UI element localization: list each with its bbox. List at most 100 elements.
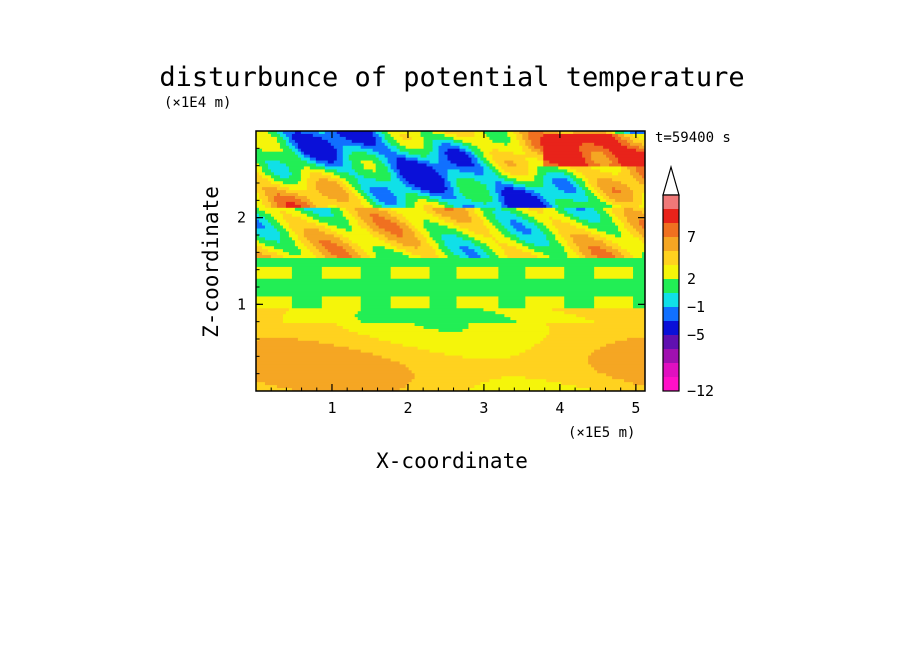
heatmap-cell <box>303 207 332 212</box>
heatmap-cell <box>492 139 511 144</box>
heatmap-cell <box>306 181 317 185</box>
heatmap-cell <box>354 187 362 191</box>
heatmap-cell <box>501 201 505 206</box>
heatmap-cell <box>276 252 290 256</box>
heatmap-cell <box>579 145 604 150</box>
heatmap-cell <box>363 190 371 194</box>
heatmap-cell <box>261 201 272 206</box>
heatmap-cell <box>256 349 362 353</box>
heatmap-cell <box>390 243 404 247</box>
heatmap-cell <box>267 178 275 182</box>
heatmap-cell <box>321 305 362 309</box>
heatmap-cell <box>483 222 493 226</box>
heatmap-cell <box>256 352 374 356</box>
heatmap-cell <box>276 136 284 141</box>
heatmap-cell <box>438 246 448 250</box>
heatmap-cell <box>498 175 508 179</box>
heatmap-cell <box>432 145 439 150</box>
heatmap-cell <box>528 219 538 223</box>
heatmap-cell <box>618 228 628 232</box>
heatmap-cell <box>594 142 622 147</box>
heatmap-cell <box>369 213 380 218</box>
heatmap-cell <box>546 198 556 203</box>
heatmap-cell <box>576 243 607 247</box>
heatmap-cell <box>321 252 332 256</box>
heatmap-cell <box>360 145 389 150</box>
heatmap-cell <box>256 379 412 383</box>
heatmap-cell <box>306 213 320 218</box>
heatmap-cell <box>324 231 338 235</box>
heatmap-cell <box>522 249 535 253</box>
x-unit-label: (×1E5 m) <box>568 425 635 441</box>
heatmap-cell <box>390 190 421 194</box>
heatmap-cell <box>276 131 284 135</box>
heatmap-cell <box>315 181 338 185</box>
heatmap-cell <box>633 225 643 229</box>
heatmap-cell <box>256 166 263 170</box>
heatmap-cell <box>336 243 350 247</box>
heatmap-cell <box>594 299 634 303</box>
heatmap-cell <box>498 198 505 203</box>
heatmap-cell <box>291 269 323 274</box>
heatmap-cell <box>567 255 580 259</box>
heatmap-cell <box>507 243 523 247</box>
heatmap-cell <box>447 187 454 191</box>
heatmap-cell <box>444 240 472 244</box>
heatmap-cell <box>555 201 607 206</box>
heatmap-cell <box>256 207 260 212</box>
heatmap-cell <box>276 219 287 223</box>
heatmap-cell <box>312 201 362 206</box>
heatmap-cell <box>531 228 541 232</box>
heatmap-cell <box>384 136 395 141</box>
heatmap-cell <box>372 249 395 253</box>
heatmap-cell <box>330 228 347 232</box>
heatmap-cell <box>256 219 260 223</box>
heatmap-cell <box>279 145 290 150</box>
heatmap-cell <box>561 382 634 386</box>
heatmap-cell <box>456 275 499 280</box>
heatmap-cell <box>256 178 269 182</box>
heatmap-cell <box>528 163 544 167</box>
heatmap-cell <box>369 190 392 194</box>
heatmap-cell <box>612 207 625 212</box>
heatmap-cell <box>357 243 392 247</box>
heatmap-cell <box>489 160 496 164</box>
heatmap-cell <box>258 163 269 167</box>
heatmap-cell <box>414 246 418 250</box>
heatmap-cell <box>525 266 565 271</box>
heatmap-cell <box>462 204 475 209</box>
heatmap-cell <box>369 231 380 235</box>
heatmap-cell <box>273 216 284 221</box>
heatmap-cell <box>336 204 365 209</box>
heatmap-cell <box>594 266 634 271</box>
heatmap-cell <box>588 355 646 359</box>
heatmap-cell <box>474 243 487 247</box>
colorbar-swatch <box>663 279 679 294</box>
heatmap-cell <box>429 299 457 303</box>
heatmap-cell <box>360 198 368 203</box>
heatmap-cell <box>300 131 320 135</box>
heatmap-cell <box>336 225 353 229</box>
heatmap-cell <box>300 204 311 209</box>
heatmap-cell <box>573 249 580 253</box>
heatmap-cell <box>480 382 562 386</box>
heatmap-cell <box>474 231 490 235</box>
heatmap-cell <box>256 320 284 324</box>
heatmap-cell <box>351 225 362 229</box>
heatmap-cell <box>372 219 392 223</box>
heatmap-cell <box>441 234 457 238</box>
heatmap-cell <box>621 252 631 256</box>
heatmap-cell <box>375 196 398 200</box>
heatmap-cell <box>321 172 335 176</box>
heatmap-cell <box>309 249 320 253</box>
heatmap-cell <box>258 240 278 244</box>
heatmap-cell <box>333 160 344 164</box>
heatmap-cell <box>327 222 350 226</box>
heatmap-cell <box>402 234 415 238</box>
heatmap-cell <box>429 190 445 194</box>
heatmap-cell <box>498 302 526 306</box>
heatmap-cell <box>372 204 383 209</box>
heatmap-cell <box>525 296 565 300</box>
heatmap-cell <box>297 145 335 150</box>
heatmap-cell <box>525 272 565 277</box>
